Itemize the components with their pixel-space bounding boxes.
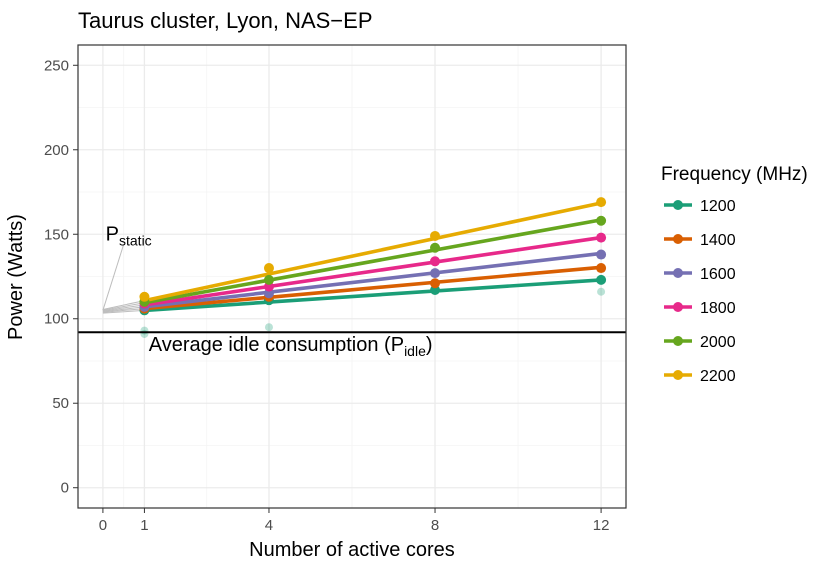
data-point-2000	[596, 215, 607, 226]
p-static-label: Pstatic	[106, 223, 152, 248]
legend-item-1200: 1200	[664, 198, 736, 215]
legend-item-1800: 1800	[664, 300, 736, 317]
data-points	[139, 197, 607, 316]
grid-major	[78, 45, 626, 508]
data-point-2200	[430, 230, 441, 241]
fit-line-1200	[144, 278, 602, 313]
x-axis: 0 1 4 8 12	[99, 508, 610, 534]
data-point-1600	[430, 268, 441, 279]
static-line-1600	[102, 306, 145, 313]
static-power-lines	[102, 244, 145, 314]
idle-label: Average idle consumption (Pidle)	[149, 334, 433, 359]
data-point-2000	[430, 242, 441, 253]
y-tick-label: 50	[52, 395, 69, 412]
data-point-1200	[596, 274, 607, 285]
legend-swatch-point	[673, 302, 683, 312]
legend-item-1600: 1600	[664, 266, 736, 283]
data-point-2000	[263, 274, 274, 285]
fit-line-2000	[144, 218, 602, 305]
outlier-point	[597, 287, 606, 296]
x-tick-label: 12	[593, 517, 610, 534]
legend-swatch-point	[673, 200, 683, 210]
static-line-2200	[102, 300, 145, 310]
grid-minor	[78, 45, 626, 508]
fit-line-1600	[144, 251, 602, 309]
plot-panel: Pstatic Average idle consumption (Pidle)	[77, 44, 627, 509]
legend-title: Frequency (MHz)	[661, 164, 808, 185]
static-pointer-line	[102, 244, 125, 311]
y-tick-label: 100	[44, 311, 69, 328]
legend-label: 2200	[700, 368, 736, 385]
outlier-point	[264, 323, 273, 332]
x-axis-label: Number of active cores	[249, 539, 455, 561]
fit-lines	[144, 201, 602, 313]
annotations: Pstatic Average idle consumption (Pidle)	[106, 223, 433, 359]
legend-swatch-point	[673, 234, 683, 244]
y-axis: 0 50 100 150 200 250	[44, 57, 78, 497]
data-point-1600	[596, 249, 607, 260]
static-line-2000	[102, 302, 145, 311]
static-line-1800	[102, 304, 145, 312]
legend-label: 2000	[700, 334, 736, 351]
legend: Frequency (MHz) 1200 1400 1600 1800 2000 2200	[661, 164, 808, 385]
fit-line-1800	[144, 235, 602, 307]
legend-swatch-point	[673, 336, 683, 346]
legend-swatch-point	[673, 370, 683, 380]
data-point-1800	[596, 232, 607, 243]
chart-title: Taurus cluster, Lyon, NAS−EP	[78, 8, 373, 33]
legend-label: 1600	[700, 266, 736, 283]
legend-swatch-point	[673, 268, 683, 278]
data-point-1400	[430, 278, 441, 289]
x-tick-label: 4	[265, 517, 273, 534]
y-tick-label: 150	[44, 226, 69, 243]
static-line-1200	[102, 309, 145, 314]
static-line-1400	[102, 308, 145, 313]
legend-item-1400: 1400	[664, 232, 736, 249]
data-point-1400	[596, 263, 607, 274]
data-point-2200	[596, 197, 607, 208]
legend-entries: 1200 1400 1600 1800 2000 2200	[664, 198, 736, 385]
y-tick-label: 250	[44, 57, 69, 74]
y-tick-label: 200	[44, 142, 69, 159]
legend-item-2000: 2000	[664, 334, 736, 351]
y-axis-label: Power (Watts)	[5, 214, 27, 340]
data-point-2200	[263, 263, 274, 274]
outlier-point	[140, 326, 149, 335]
legend-label: 1200	[700, 198, 736, 215]
legend-item-2200: 2200	[664, 368, 736, 385]
data-point-1800	[430, 256, 441, 267]
y-tick-label: 0	[61, 480, 69, 497]
legend-label: 1800	[700, 300, 736, 317]
panel-border	[77, 44, 627, 509]
x-tick-label: 8	[431, 517, 439, 534]
legend-label: 1400	[700, 232, 736, 249]
fit-line-2200	[144, 201, 602, 303]
data-point-2200	[139, 291, 150, 302]
fit-line-1400	[144, 265, 602, 311]
x-tick-label: 1	[140, 517, 148, 534]
x-tick-label: 0	[99, 517, 107, 534]
